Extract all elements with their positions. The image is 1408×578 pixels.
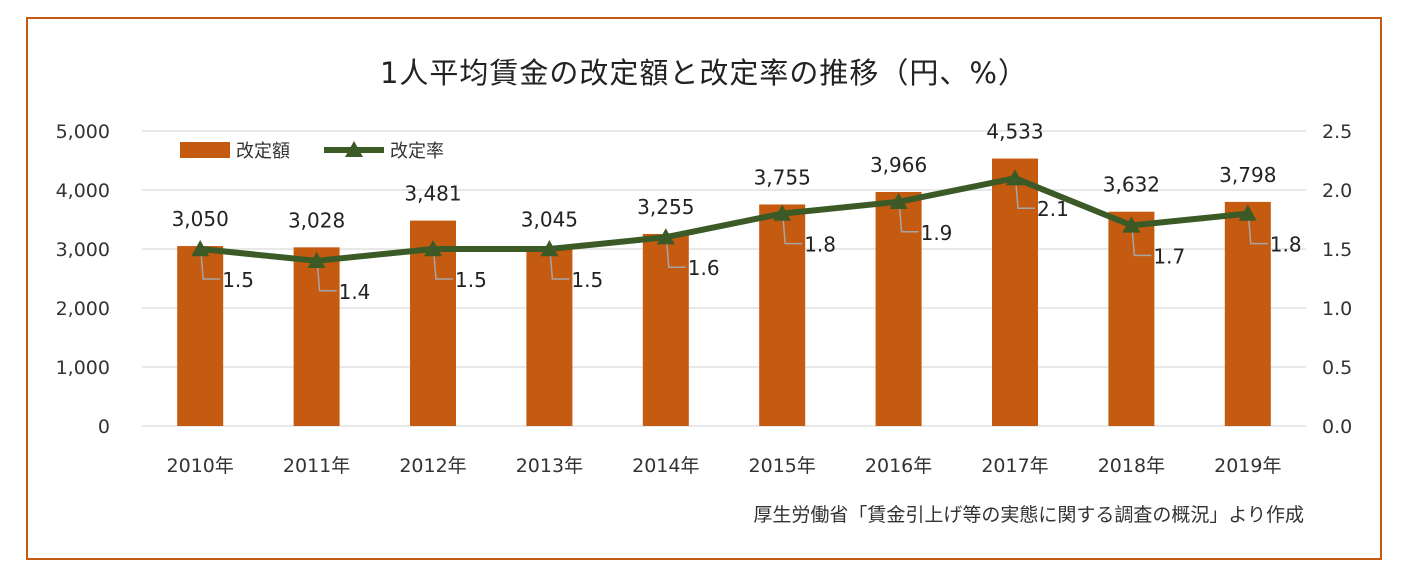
y-right-tick-label: 2.0 (1322, 180, 1352, 202)
x-tick-label: 2010年 (167, 455, 234, 477)
x-tick-label: 2015年 (749, 455, 816, 477)
label-leader-line (549, 254, 570, 280)
rate-value-label: 1.7 (1153, 244, 1185, 268)
rate-marker (1238, 204, 1257, 221)
x-tick-label: 2017年 (981, 455, 1048, 477)
y-right-tick-label: 0.5 (1322, 357, 1352, 379)
bar (526, 246, 573, 426)
bar-value-label: 3,255 (637, 195, 694, 219)
bar (1108, 211, 1155, 426)
bar (177, 246, 224, 426)
rate-value-label: 1.5 (222, 268, 254, 292)
y-left-tick-label: 2,000 (56, 298, 110, 320)
rate-marker (307, 251, 326, 268)
bar (293, 247, 340, 426)
y-left-tick-label: 4,000 (56, 180, 110, 202)
rate-value-label: 1.8 (804, 233, 836, 257)
label-leader-line (1248, 219, 1268, 245)
bar-value-label: 3,481 (404, 182, 461, 206)
bar-value-label: 3,798 (1219, 163, 1276, 187)
bar-value-label: 3,028 (288, 208, 345, 232)
y-right-tick-label: 2.5 (1322, 121, 1352, 143)
y-left-tick-label: 3,000 (56, 239, 110, 261)
bar-value-label: 3,966 (870, 153, 927, 177)
rate-marker (773, 204, 792, 221)
label-leader-line (316, 266, 337, 292)
y-left-tick-label: 5,000 (56, 121, 110, 143)
bar-value-label: 3,050 (172, 207, 229, 231)
bar (759, 204, 806, 426)
x-tick-label: 2013年 (516, 455, 583, 477)
rate-marker (1006, 169, 1024, 186)
rate-marker (540, 240, 559, 257)
legend-swatch-bar (180, 142, 230, 158)
source-note: 厚生労働省「賃金引上げ等の実態に関する調査の概況」より作成 (753, 504, 1304, 526)
label-leader-line (200, 254, 221, 280)
x-tick-label: 2011年 (283, 455, 350, 477)
label-leader-line (898, 207, 919, 233)
bar (1224, 201, 1271, 426)
rate-value-label: 1.6 (688, 256, 720, 280)
label-leader-line (433, 254, 453, 280)
x-tick-label: 2016年 (865, 455, 932, 477)
rate-value-label: 2.1 (1037, 197, 1069, 221)
bar (875, 192, 922, 426)
label-leader-line (782, 219, 803, 245)
legend-label-bar: 改定額 (236, 141, 290, 162)
bar-value-label: 4,533 (986, 120, 1043, 144)
bar-value-label: 3,632 (1103, 173, 1160, 197)
rate-value-label: 1.8 (1270, 233, 1302, 257)
bar (642, 233, 689, 426)
rate-value-label: 1.5 (571, 268, 603, 292)
legend-marker (345, 141, 363, 157)
x-tick-label: 2018年 (1098, 455, 1165, 477)
bar-value-label: 3,755 (754, 165, 811, 189)
x-tick-label: 2019年 (1214, 455, 1281, 477)
rate-value-label: 1.9 (921, 221, 953, 245)
rate-value-label: 1.4 (339, 280, 371, 304)
rate-line (199, 175, 1249, 264)
bar-value-label: 3,045 (521, 207, 578, 231)
rate-marker (424, 240, 442, 257)
rate-marker (656, 228, 675, 245)
y-left-tick-label: 0 (98, 416, 110, 438)
bar (992, 158, 1038, 427)
label-leader-line (1015, 184, 1035, 209)
x-tick-label: 2012年 (399, 455, 466, 477)
rate-value-label: 1.5 (455, 268, 487, 292)
x-tick-label: 2014年 (632, 455, 699, 477)
rate-marker (191, 240, 210, 257)
chart-title: 1人平均賃金の改定額と改定率の推移（円、%） (379, 56, 1028, 90)
rate-marker (889, 192, 908, 209)
label-leader-line (1131, 231, 1152, 257)
y-right-tick-label: 1.5 (1322, 239, 1352, 261)
label-leader-line (666, 243, 686, 268)
rate-marker (1122, 216, 1141, 233)
y-right-tick-label: 1.0 (1322, 298, 1352, 320)
y-right-tick-label: 0.0 (1322, 416, 1352, 438)
legend-label-line: 改定率 (390, 141, 444, 162)
chart-frame (26, 17, 1382, 560)
y-left-tick-label: 1,000 (56, 357, 110, 379)
